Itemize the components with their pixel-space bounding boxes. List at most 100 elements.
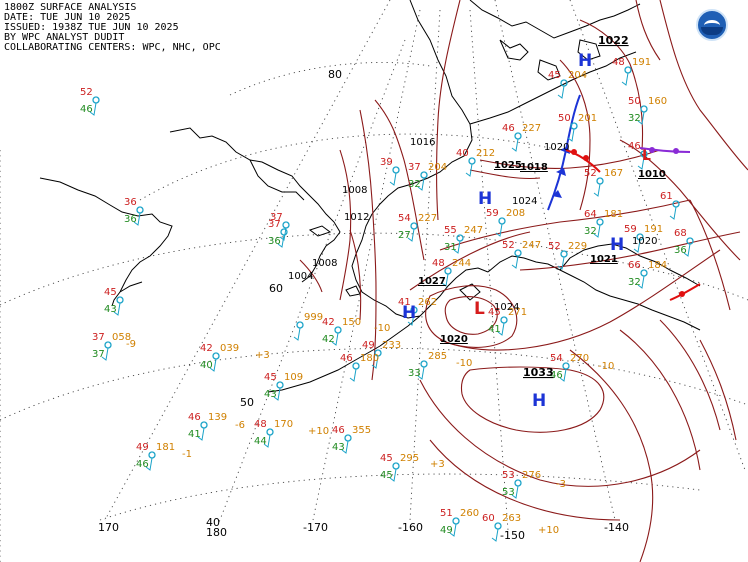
station-temperature: 60 xyxy=(482,513,495,524)
station-model xyxy=(633,233,644,253)
pressure-tendency: -10 xyxy=(374,323,390,334)
station-model xyxy=(449,517,460,537)
wind-barb-icon xyxy=(637,156,645,170)
isobar-labels: 1016 1025 1018 1024 1020 1010 1021 1027 … xyxy=(288,137,666,345)
station-temperature: 36 xyxy=(124,197,137,208)
station-model xyxy=(559,362,570,382)
cold-front-barb xyxy=(552,190,562,198)
station-temperature: 54 xyxy=(398,213,411,224)
station-model xyxy=(417,171,428,191)
isobar-label: 1010 xyxy=(638,169,666,180)
station-pressure: 039 xyxy=(220,343,239,354)
isobar-label: 1025 xyxy=(494,160,522,171)
lon-label-170e: -170 xyxy=(303,521,328,534)
station-pressure: 191 xyxy=(644,224,663,235)
station-temperature: 42 xyxy=(200,343,213,354)
isobar-east-2 xyxy=(699,339,737,441)
coast-nunivak xyxy=(345,285,361,297)
cold-front-barb xyxy=(560,146,570,154)
station-dewpoint: 32 xyxy=(584,226,597,237)
coast-islands-3 xyxy=(577,39,601,61)
lon-label-180: 180 xyxy=(206,526,227,539)
station-pressure: 270 xyxy=(570,353,589,364)
wind-barb-icon xyxy=(495,223,503,237)
station-circle-icon xyxy=(104,341,112,349)
lon-line-140 xyxy=(494,0,616,521)
lat-label-80: 80 xyxy=(328,68,342,81)
pressure-tendency: -9 xyxy=(126,339,136,350)
noaa-logo-icon xyxy=(696,9,728,41)
station-dewpoint: 32 xyxy=(408,179,421,190)
wind-barb-icon xyxy=(263,434,271,448)
isobar-label: 1012 xyxy=(344,212,369,223)
station-model xyxy=(511,249,522,269)
header-analyst: BY WPC ANALYST DUDIT xyxy=(4,32,125,43)
wind-barb-icon xyxy=(637,111,645,125)
pressure-tendency: -10 xyxy=(456,358,472,369)
station-temperature: 41 xyxy=(398,297,411,308)
coast-st-lawrence xyxy=(308,225,332,237)
wind-barb-icon xyxy=(633,239,641,253)
station-dewpoint: 36 xyxy=(268,236,281,247)
station-circle-icon xyxy=(596,218,604,226)
station-circle-icon xyxy=(596,177,604,185)
station-circle-icon xyxy=(452,517,460,525)
station-circle-icon xyxy=(92,96,100,104)
station-circle-icon xyxy=(514,249,522,257)
station-temperature: 46 xyxy=(502,123,515,134)
station-dewpoint: 32 xyxy=(628,113,641,124)
coast-islands-1 xyxy=(499,39,529,61)
station-pressure: 247 xyxy=(522,240,541,251)
wind-barb-icon xyxy=(197,427,205,441)
station-model xyxy=(101,341,112,361)
pressure-tendency: +3 xyxy=(255,350,270,361)
station-model xyxy=(453,234,464,254)
low-center: L xyxy=(474,299,485,319)
lon-line-180 xyxy=(217,39,406,526)
station-model xyxy=(349,362,360,382)
station-dewpoint: 46 xyxy=(80,104,93,115)
station-dewpoint: 40 xyxy=(200,360,213,371)
lon-line-150 xyxy=(469,9,509,531)
station-temperature: 55 xyxy=(444,225,457,236)
isobar-north-1 xyxy=(659,0,748,171)
station-dewpoint: 41 xyxy=(488,324,501,335)
station-pressure: 260 xyxy=(460,508,479,519)
station-model xyxy=(637,150,648,170)
coast-chukotka-2 xyxy=(249,159,305,201)
station-temperature: 48 xyxy=(254,419,267,430)
lat-label-40: 40 xyxy=(206,516,220,529)
station-circle-icon xyxy=(640,105,648,113)
isobar-1020-north xyxy=(559,59,591,211)
station-pressure: 184 xyxy=(648,260,667,271)
station-pressure: 233 xyxy=(382,340,401,351)
wind-barb-icon xyxy=(113,302,121,316)
station-model xyxy=(389,462,400,482)
station-dewpoint: 44 xyxy=(254,436,267,447)
station-model xyxy=(511,479,522,499)
station-temperature: 45 xyxy=(264,372,277,383)
station-dewpoint: 36 xyxy=(124,214,137,225)
station-temperature: 50 xyxy=(628,96,641,107)
coast-siberia xyxy=(39,177,173,307)
isobar-1024-long xyxy=(439,199,691,251)
station-dewpoint: 46 xyxy=(550,370,563,381)
isobar-outer-4 xyxy=(619,329,701,471)
station-model xyxy=(273,381,284,401)
station-pressure: 227 xyxy=(418,213,437,224)
station-model xyxy=(407,306,418,326)
station-models: 5246363645433737058424003945431094641139… xyxy=(80,57,694,542)
pressure-tendency: +3 xyxy=(430,459,445,470)
wind-barb-icon xyxy=(273,387,281,401)
station-dewpoint: 37 xyxy=(92,349,105,360)
coast-aleutians xyxy=(267,315,421,393)
station-circle-icon xyxy=(334,326,342,334)
station-temperature: 48 xyxy=(432,258,445,269)
station-model xyxy=(511,132,522,152)
isobar-1016-a xyxy=(374,99,425,261)
station-pressure: 150 xyxy=(342,317,361,328)
coast-canada-north xyxy=(469,51,637,125)
high-center: H xyxy=(578,51,592,71)
occluded-front-bump xyxy=(673,148,679,154)
station-model xyxy=(637,105,648,125)
